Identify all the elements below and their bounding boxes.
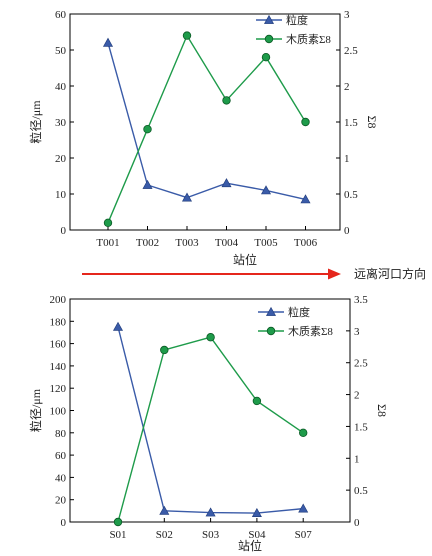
y-left-tick-label: 0	[61, 225, 67, 237]
legend-label: 粒度	[288, 305, 310, 319]
x-tick-label: S02	[156, 529, 173, 541]
y-left-tick-label: 10	[55, 189, 67, 201]
y-right-tick-label: 0	[354, 517, 360, 529]
y-right-tick-label: 2	[354, 390, 360, 402]
x-tick-label: T002	[136, 237, 159, 249]
y-left-tick-label: 0	[61, 517, 67, 529]
y-left-tick-label: 140	[50, 361, 67, 373]
y-left-tick-label: 180	[50, 316, 67, 328]
y-right-tick-label: 1.5	[344, 117, 358, 129]
legend-marker-triangle	[263, 14, 275, 24]
y-right-axis-label: Σ8	[375, 404, 389, 417]
x-tick-label: T005	[254, 237, 278, 249]
y-left-tick-label: 50	[55, 45, 67, 57]
x-tick-label: S03	[202, 529, 220, 541]
data-point-circle	[103, 218, 113, 227]
y-right-tick-label: 0	[344, 225, 350, 237]
data-point-circle	[301, 117, 310, 127]
y-left-tick-label: 30	[55, 117, 67, 129]
data-point-triangle	[112, 321, 124, 331]
data-point-triangle	[298, 503, 309, 513]
y-right-tick-label: 3	[354, 326, 360, 338]
data-point-circle	[252, 396, 262, 406]
legend-label: 粒度	[286, 13, 308, 27]
y-left-axis-label: 粒径/μm	[28, 388, 43, 432]
x-axis-label: 站位	[238, 538, 262, 553]
data-point-triangle	[221, 178, 232, 188]
y-left-tick-label: 100	[50, 406, 67, 418]
y-left-tick-label: 200	[50, 294, 67, 306]
direction-arrow-head	[328, 268, 341, 280]
x-axis-label: 站位	[233, 252, 257, 267]
data-point-circle	[113, 517, 123, 527]
x-tick-label: S04	[248, 529, 266, 541]
y-left-tick-label: 60	[55, 9, 67, 21]
series-line-circle	[107, 34, 307, 224]
data-point-circle	[261, 53, 271, 62]
y-right-tick-label: 3	[344, 9, 350, 21]
y-right-tick-label: 2.5	[354, 358, 368, 370]
direction-arrow: 远离河口方向	[82, 266, 426, 281]
y-right-axis-label: Σ8	[365, 116, 379, 129]
data-point-triangle	[300, 194, 311, 204]
x-tick-label: T006	[294, 237, 318, 249]
data-point-triangle	[142, 179, 153, 189]
data-point-triangle	[251, 507, 262, 517]
y-right-tick-label: 2.5	[344, 45, 358, 57]
x-tick-label: T004	[215, 237, 239, 249]
y-left-tick-label: 20	[55, 495, 67, 507]
data-point-circle	[222, 96, 231, 105]
y-left-axis-label: 粒径/μm	[28, 100, 43, 144]
series-line-triangle	[107, 42, 306, 201]
legend-label: 木质素Σ8	[288, 325, 333, 338]
y-left-tick-label: 40	[55, 472, 67, 484]
y-right-tick-label: 1	[344, 153, 350, 165]
y-right-tick-label: 1	[354, 453, 360, 465]
data-point-circle	[143, 124, 152, 134]
legend-marker-circle	[266, 326, 276, 336]
data-point-triangle	[102, 37, 114, 47]
chart-bottom: 0 20 40 60 80 100 120 140 160 180 200 0 0.5 1 1.5 2 2.5 3…	[28, 294, 389, 553]
y-right-tick-label: 3.5	[354, 294, 368, 306]
y-right-tick-label: 2	[344, 81, 350, 93]
x-tick-label: T001	[96, 237, 119, 249]
data-point-circle	[182, 31, 192, 40]
y-right-tick-label: 1.5	[354, 421, 368, 433]
y-left-tick-label: 20	[55, 153, 67, 165]
chart-top: 0 10 20 30 40 50 60 0 0.5 1 1.5 2 2.5 3 T001 T002 T003 T0…	[28, 9, 379, 267]
data-point-triangle	[181, 192, 193, 202]
y-left-tick-label: 40	[55, 81, 67, 93]
x-tick-label: S01	[109, 529, 126, 541]
x-tick-label: T003	[175, 237, 199, 249]
y-left-tick-label: 160	[50, 339, 67, 351]
data-point-triangle	[260, 185, 272, 195]
legend-marker-triangle	[265, 306, 277, 316]
data-point-circle	[299, 428, 308, 437]
data-point-circle	[206, 333, 215, 342]
legend-label: 木质素Σ8	[286, 33, 331, 46]
series-line-circle	[117, 336, 304, 523]
legend-marker-circle	[264, 34, 274, 44]
data-point-triangle	[159, 505, 170, 515]
y-right-tick-label: 0.5	[344, 189, 358, 201]
y-left-tick-label: 60	[55, 450, 67, 462]
y-right-tick-label: 0.5	[354, 485, 368, 497]
x-tick-label: S07	[295, 529, 313, 541]
y-left-tick-label: 80	[55, 428, 67, 440]
data-point-circle	[160, 345, 169, 355]
direction-arrow-label: 远离河口方向	[354, 266, 426, 281]
data-point-triangle	[205, 507, 216, 517]
y-left-tick-label: 120	[50, 383, 67, 395]
